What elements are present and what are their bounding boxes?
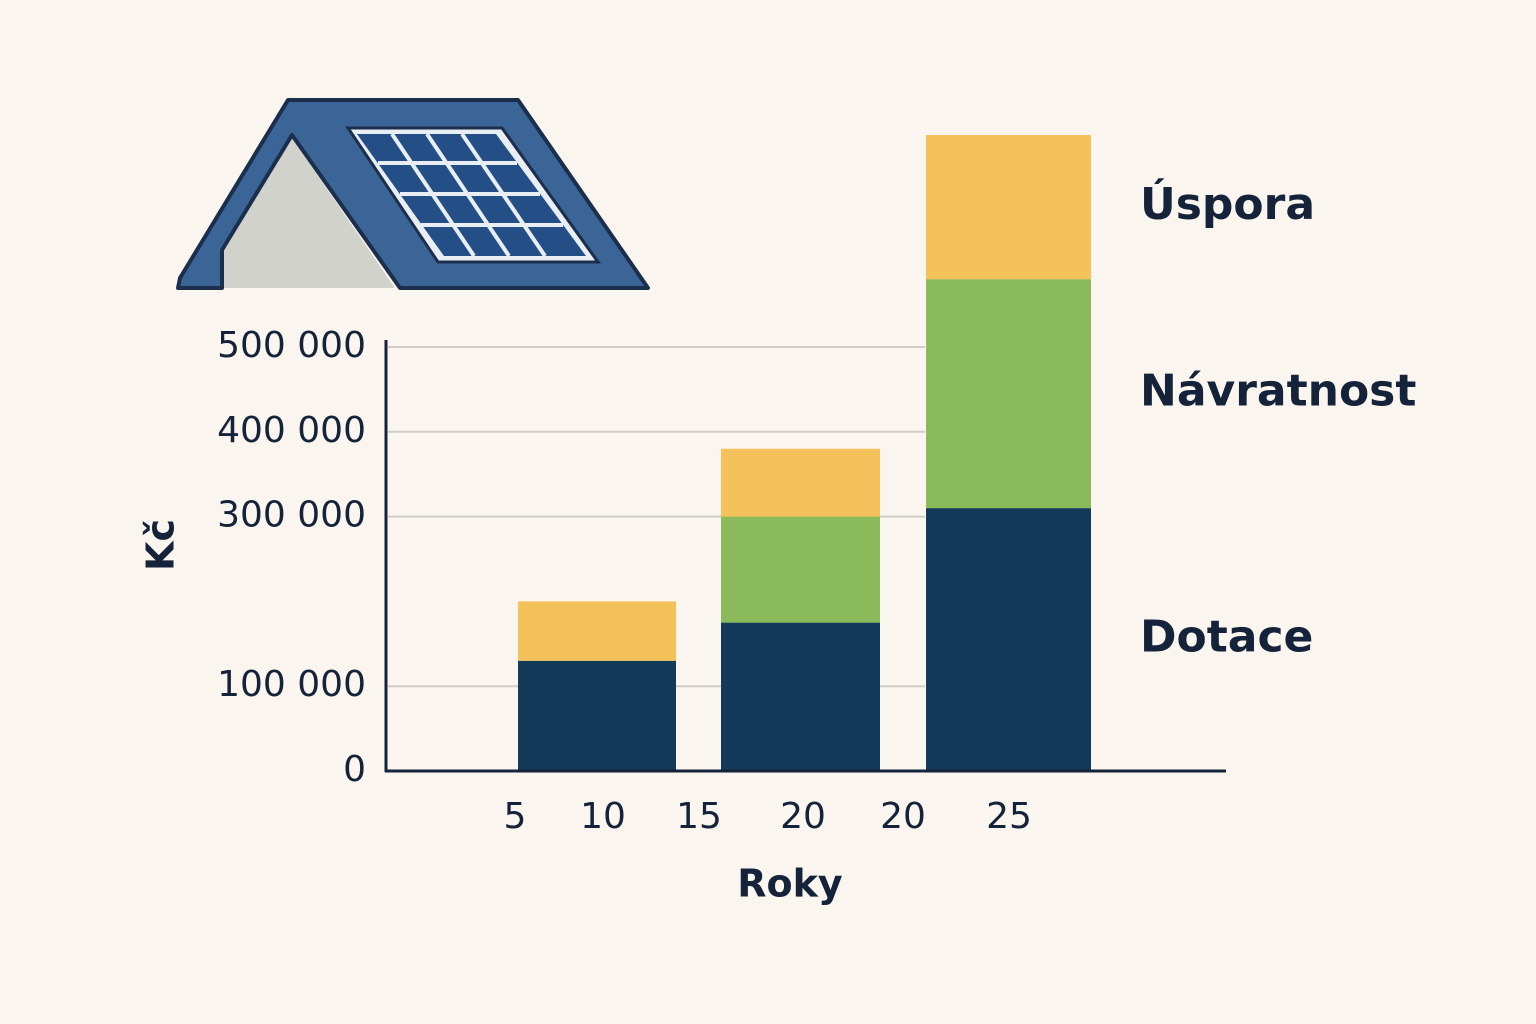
bar-segment (518, 660, 676, 771)
x-tick-label: 5 (504, 796, 527, 837)
bar-segment (518, 601, 676, 661)
x-tick-label: 15 (676, 796, 722, 837)
bar-segment (721, 448, 880, 517)
y-tick-label: 300 000 (217, 495, 366, 536)
legend-label: Úspora (1140, 177, 1315, 230)
y-tick-label: 100 000 (217, 664, 366, 705)
x-tick-label: 25 (986, 796, 1032, 837)
legend-label: Dotace (1140, 612, 1313, 663)
bars (518, 135, 1091, 771)
legend-label: Návratnost (1140, 366, 1416, 417)
y-tick-label: 0 (343, 749, 366, 790)
x-tick-label: 10 (580, 796, 626, 837)
y-tick-label: 500 000 (217, 325, 366, 366)
x-tick-label: 20 (880, 796, 926, 837)
bar-segment (721, 622, 880, 771)
y-tick-label: 400 000 (217, 410, 366, 451)
y-axis-label: Kč (139, 519, 183, 571)
bar-segment (926, 279, 1091, 509)
bar-segment (926, 508, 1091, 771)
x-axis-label: Roky (737, 862, 843, 906)
bar-segment (926, 135, 1091, 280)
bar-segment (721, 516, 880, 623)
x-tick-label: 20 (780, 796, 826, 837)
roof-illustration (176, 98, 650, 290)
